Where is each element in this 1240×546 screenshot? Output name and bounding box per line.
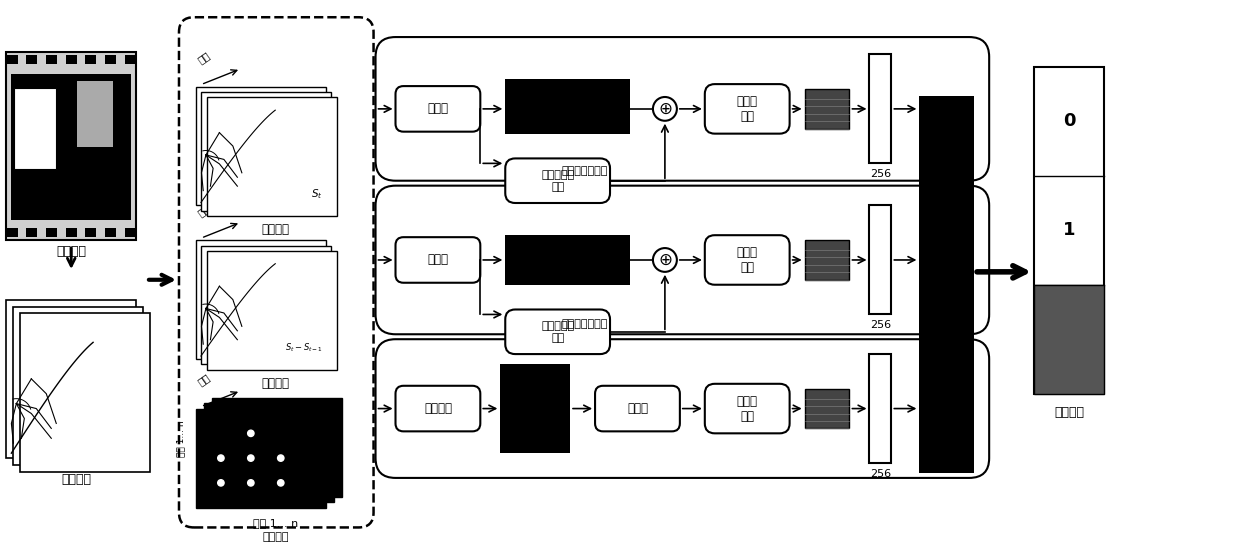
Bar <box>1034 284 1104 394</box>
Bar <box>869 55 892 163</box>
Text: $\oplus$: $\oplus$ <box>657 100 672 118</box>
Text: 256: 256 <box>869 321 892 330</box>
Bar <box>46 55 57 64</box>
Bar <box>201 92 331 211</box>
Bar <box>6 300 136 458</box>
Bar <box>1034 67 1104 394</box>
Bar <box>212 397 342 497</box>
Text: 256: 256 <box>869 169 892 179</box>
Bar <box>500 364 570 453</box>
Text: 双线性
模块: 双线性 模块 <box>737 395 758 423</box>
Bar <box>11 74 131 221</box>
Text: 1: 1 <box>1063 221 1075 239</box>
Circle shape <box>248 430 254 436</box>
Text: 姿势估计: 姿势估计 <box>61 473 92 486</box>
Text: 双线性
模块: 双线性 模块 <box>737 246 758 274</box>
Text: 关节 1... n: 关节 1... n <box>253 518 299 527</box>
Bar <box>196 240 326 359</box>
Text: 提取器: 提取器 <box>428 103 449 115</box>
FancyBboxPatch shape <box>396 86 480 132</box>
Text: 特征组合: 特征组合 <box>424 402 451 415</box>
Text: 时序: 时序 <box>196 203 212 218</box>
Text: 几何特征: 几何特征 <box>263 532 289 542</box>
Bar <box>77 81 113 147</box>
FancyBboxPatch shape <box>376 186 990 334</box>
Bar <box>105 55 117 64</box>
FancyBboxPatch shape <box>505 310 610 354</box>
Bar <box>86 228 97 237</box>
Bar <box>869 205 892 314</box>
Bar <box>26 228 37 237</box>
Text: $S_t$: $S_t$ <box>311 187 322 200</box>
Bar <box>205 403 334 502</box>
Text: $\oplus$: $\oplus$ <box>657 251 672 269</box>
Text: 空间注意力
模块: 空间注意力 模块 <box>541 170 574 192</box>
FancyBboxPatch shape <box>505 158 610 203</box>
Bar <box>20 313 150 472</box>
Text: 空间注意力
模块: 空间注意力 模块 <box>541 322 574 343</box>
Text: 时空注意力模块: 时空注意力模块 <box>562 166 609 176</box>
Bar <box>66 228 77 237</box>
Bar <box>919 97 975 473</box>
Bar <box>805 89 849 129</box>
Text: 双线性
模块: 双线性 模块 <box>737 95 758 123</box>
Bar <box>201 246 331 365</box>
Circle shape <box>248 480 254 486</box>
Circle shape <box>653 248 677 272</box>
Text: $S_t - S_{t-1}$: $S_t - S_{t-1}$ <box>285 342 322 354</box>
Text: 视频输入: 视频输入 <box>56 245 87 258</box>
Bar <box>105 228 117 237</box>
Bar <box>46 228 57 237</box>
Bar <box>124 55 135 64</box>
Bar <box>6 52 136 240</box>
Bar <box>805 240 849 280</box>
Text: 评分预测: 评分预测 <box>1054 406 1084 419</box>
FancyBboxPatch shape <box>376 339 990 478</box>
Text: 时空注意力模块: 时空注意力模块 <box>562 319 609 329</box>
Bar <box>196 87 326 205</box>
FancyBboxPatch shape <box>396 237 480 283</box>
Bar <box>869 354 892 463</box>
Bar <box>7 55 17 64</box>
Text: 提取器: 提取器 <box>627 402 649 415</box>
Text: 256: 256 <box>869 469 892 479</box>
FancyBboxPatch shape <box>376 37 990 181</box>
Bar <box>86 55 97 64</box>
Bar <box>124 228 135 237</box>
Circle shape <box>653 97 677 121</box>
Bar <box>505 235 630 284</box>
Text: 时序: 时序 <box>196 50 212 65</box>
Circle shape <box>218 480 224 486</box>
Bar <box>196 408 326 508</box>
FancyBboxPatch shape <box>396 386 480 431</box>
Text: 位置特征: 位置特征 <box>262 223 290 236</box>
FancyBboxPatch shape <box>704 384 790 434</box>
Circle shape <box>248 455 254 461</box>
Bar <box>66 55 77 64</box>
FancyBboxPatch shape <box>704 235 790 284</box>
Bar <box>7 228 17 237</box>
FancyBboxPatch shape <box>595 386 680 431</box>
Text: 水节 1... n: 水节 1... n <box>176 420 186 456</box>
Bar <box>14 306 143 465</box>
Bar <box>805 389 849 429</box>
FancyBboxPatch shape <box>704 84 790 134</box>
Circle shape <box>278 480 284 486</box>
Text: 时序: 时序 <box>196 371 212 387</box>
Text: 运动特征: 运动特征 <box>262 377 290 390</box>
Bar <box>505 79 630 134</box>
Bar <box>207 251 336 370</box>
Bar <box>15 88 56 169</box>
Bar <box>26 55 37 64</box>
Circle shape <box>278 455 284 461</box>
Text: 提取器: 提取器 <box>428 253 449 266</box>
Circle shape <box>218 455 224 461</box>
Bar <box>207 98 336 216</box>
Text: 0: 0 <box>1063 112 1075 130</box>
